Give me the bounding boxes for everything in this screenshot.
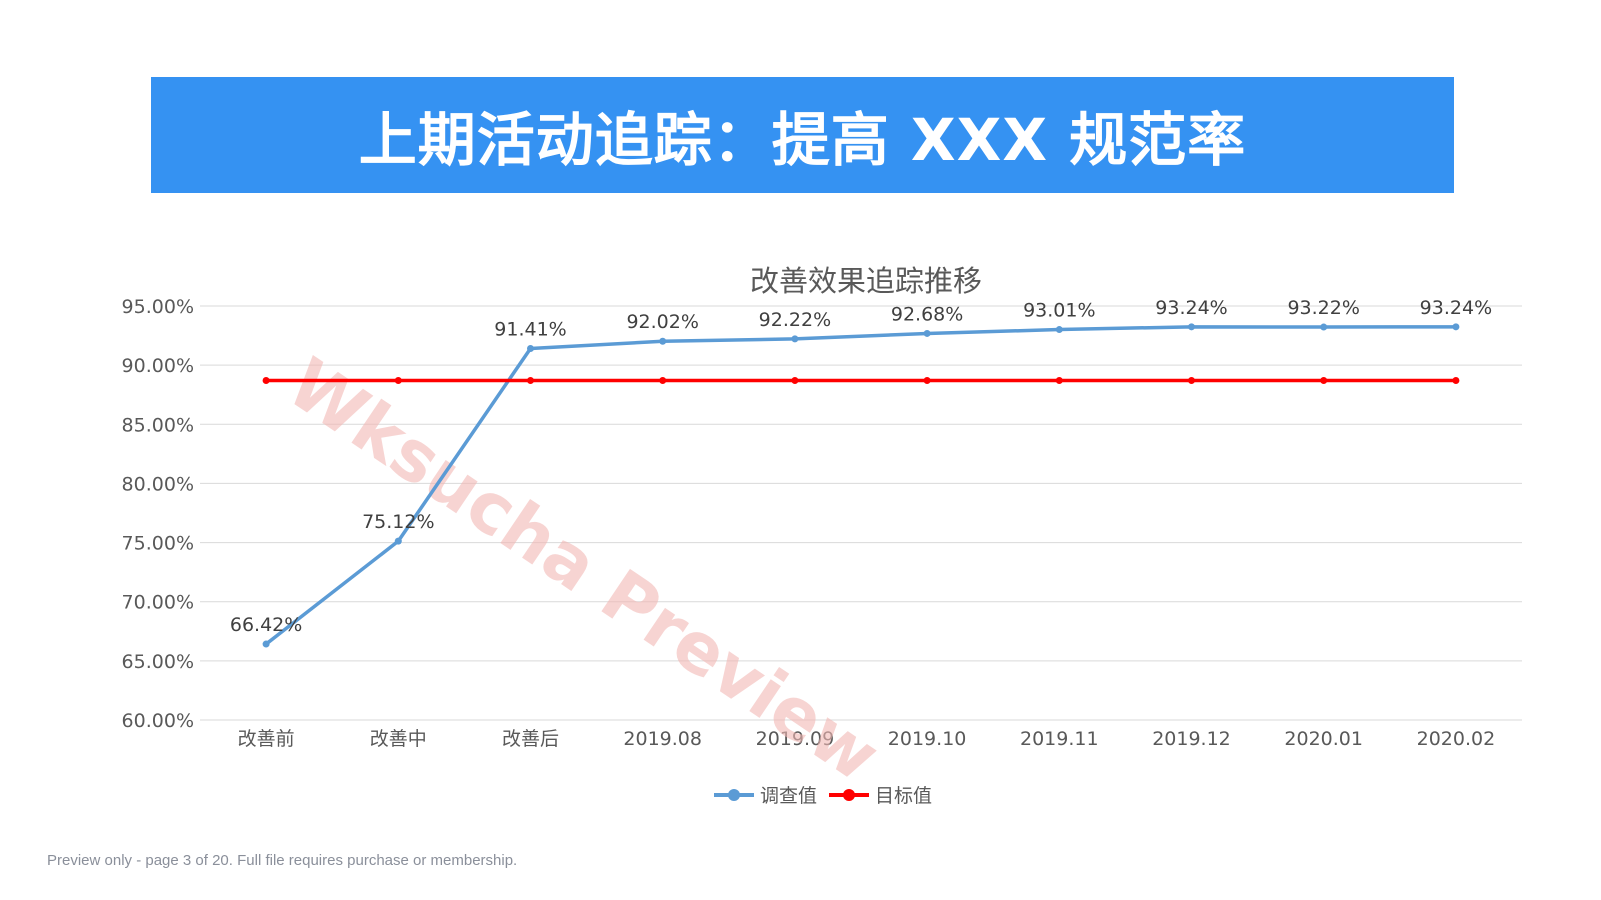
- preview-footer: Preview only - page 3 of 20. Full file r…: [47, 852, 518, 869]
- slide-title: 上期活动追踪：提高 XXX 规范率: [358, 106, 1247, 174]
- data-point: [1320, 323, 1328, 331]
- data-label: 93.22%: [1287, 297, 1359, 319]
- chart-title: 改善效果追踪推移: [750, 264, 982, 298]
- data-point: [1320, 377, 1328, 385]
- x-tick-label: 2019.10: [888, 728, 967, 750]
- x-tick-label: 2019.08: [623, 728, 702, 750]
- data-point: [1452, 323, 1460, 331]
- data-point: [394, 377, 402, 385]
- data-point: [1452, 377, 1460, 385]
- series-line: [265, 325, 1456, 646]
- data-point: [791, 335, 799, 343]
- x-tick-label: 改善前: [238, 728, 295, 750]
- data-label: 92.68%: [891, 303, 963, 325]
- data-label: 66.42%: [230, 614, 302, 636]
- x-tick-label: 改善后: [502, 728, 559, 750]
- data-label: 93.24%: [1155, 297, 1227, 319]
- data-label: 92.02%: [626, 311, 698, 333]
- data-label: 92.22%: [759, 309, 831, 331]
- y-tick-label: 95.00%: [122, 296, 194, 318]
- x-tick-label: 2019.09: [756, 728, 835, 750]
- y-tick-label: 70.00%: [122, 592, 194, 614]
- watermark: Wksucha Preview: [273, 342, 894, 798]
- y-tick-label: 60.00%: [122, 710, 194, 732]
- data-point: [527, 344, 534, 352]
- data-label: 75.12%: [362, 511, 434, 533]
- data-point: [791, 377, 799, 385]
- x-tick-label: 2019.11: [1020, 728, 1099, 750]
- data-label: 93.24%: [1420, 297, 1492, 319]
- x-tick-label: 2020.02: [1417, 728, 1496, 750]
- legend-label: 目标值: [875, 785, 932, 807]
- x-tick-label: 2020.01: [1284, 728, 1363, 750]
- data-point: [659, 377, 667, 385]
- data-point: [394, 537, 402, 545]
- data-point: [262, 640, 270, 648]
- y-tick-label: 75.00%: [122, 533, 194, 555]
- data-point: [1188, 323, 1195, 331]
- data-point: [527, 377, 534, 385]
- data-point: [923, 329, 931, 337]
- legend-marker: [843, 789, 855, 801]
- title-banner: 上期活动追踪：提高 XXX 规范率: [151, 77, 1454, 193]
- data-point: [262, 377, 270, 385]
- y-tick-label: 65.00%: [122, 651, 194, 673]
- x-tick-label: 2019.12: [1152, 728, 1231, 750]
- data-point: [659, 337, 667, 345]
- legend-marker: [728, 789, 740, 801]
- data-point: [1055, 377, 1063, 385]
- data-point: [1055, 326, 1063, 334]
- data-label: 93.01%: [1023, 300, 1095, 322]
- y-tick-label: 80.00%: [122, 473, 194, 495]
- y-tick-label: 90.00%: [122, 355, 194, 377]
- legend-label: 调查值: [760, 785, 817, 807]
- data-point: [1188, 377, 1195, 385]
- data-label: 91.41%: [494, 318, 566, 340]
- data-point: [923, 377, 931, 385]
- x-tick-label: 改善中: [370, 728, 427, 750]
- y-tick-label: 85.00%: [122, 414, 194, 436]
